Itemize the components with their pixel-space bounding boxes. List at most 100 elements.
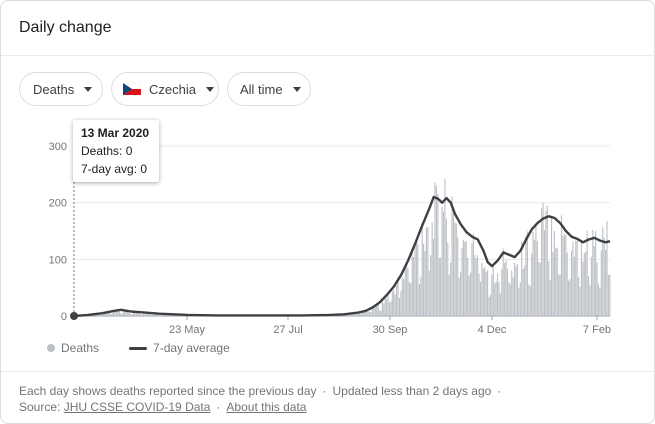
daily-deaths-bar [108,312,110,316]
daily-deaths-bar [377,303,379,316]
daily-deaths-bar [570,251,573,316]
daily-deaths-bar [457,237,459,316]
daily-deaths-bar [505,260,507,316]
daily-deaths-bar [521,241,523,316]
tooltip-date: 13 Mar 2020 [81,126,150,140]
daily-deaths-bar [498,282,500,316]
daily-deaths-bar [380,310,382,316]
daily-deaths-bar [134,312,136,316]
daily-deaths-bar [495,281,497,316]
daily-deaths-bar [398,297,401,316]
footer-divider [1,371,654,372]
country-dropdown[interactable]: Czechia [111,72,219,106]
daily-deaths-bar [506,269,509,316]
daily-deaths-bar [353,312,355,316]
daily-deaths-bar [361,311,364,316]
x-tick-label: 4 Dec [478,324,507,336]
daily-deaths-bar [397,276,399,316]
daily-deaths-bar [559,274,561,316]
daily-deaths-bar [514,262,516,316]
line-legend-label: 7-day average [153,341,230,355]
daily-deaths-bar [138,313,140,316]
caret-down-icon [84,86,93,92]
daily-deaths-bar [356,313,358,316]
daily-deaths-bar [609,274,611,316]
daily-deaths-bar [472,233,474,316]
daily-deaths-bar [566,252,568,316]
daily-deaths-bar [454,222,456,316]
daily-deaths-bar [364,311,366,316]
daily-deaths-bar [103,313,105,316]
daily-deaths-bar [374,304,376,316]
daily-deaths-bar [519,282,521,316]
metric-dropdown[interactable]: Deaths [19,72,103,106]
daily-deaths-bar [366,310,368,316]
header-divider [1,55,654,56]
daily-deaths-bar [121,313,123,316]
daily-deaths-bar [418,283,420,316]
daily-deaths-bar [438,257,440,316]
daily-deaths-bar [468,275,470,316]
daily-deaths-bar [589,285,591,316]
footer: Each day shows deaths reported since the… [19,384,502,414]
daily-deaths-bar [549,279,551,316]
daily-deaths-bar [155,313,157,316]
daily-deaths-bar [590,256,592,316]
daily-deaths-bar [558,274,560,316]
daily-deaths-bar [104,313,106,316]
daily-deaths-bar [585,251,587,316]
daily-deaths-chart[interactable]: 0 100 200 300 23 May 27 Jul 30 Sep 4 Dec 7 Feb [1,111,654,341]
daily-deaths-bar [582,261,584,316]
daily-deaths-bar [509,284,511,316]
daily-deaths-bar [445,218,447,316]
daily-deaths-bar [568,280,570,316]
daily-deaths-bar [381,297,383,316]
range-dropdown[interactable]: All time [227,72,311,106]
daily-deaths-bar [460,271,462,316]
daily-deaths-bar [423,243,425,316]
daily-deaths-bar [148,313,150,316]
daily-deaths-bar [152,313,155,316]
daily-deaths-bar [142,313,145,316]
daily-deaths-bar [467,257,469,316]
daily-deaths-bar [477,255,479,316]
daily-deaths-bar [363,312,365,316]
daily-deaths-bar [535,224,537,316]
daily-deaths-bar [164,314,166,316]
chart-legend: Deaths 7-day average [47,341,230,355]
daily-deaths-bar [404,268,406,316]
daily-deaths-bar [435,185,437,316]
daily-deaths-bar [533,240,536,316]
daily-deaths-bar [390,301,392,316]
daily-deaths-bar [551,218,553,316]
daily-deaths-bar [583,253,585,316]
daily-deaths-bar [415,238,418,316]
bars-legend-label: Deaths [61,341,100,355]
daily-deaths-bar [98,313,101,316]
daily-deaths-bar [496,273,499,316]
source-link[interactable]: JHU CSSE COVID-19 Data [63,400,211,414]
daily-deaths-bar [579,287,581,316]
daily-deaths-bar [494,283,496,316]
daily-deaths-bar [458,277,460,316]
y-tick-label: 300 [49,141,67,153]
about-data-link[interactable]: About this data [226,400,307,414]
daily-deaths-bar [541,208,543,316]
daily-deaths-bar [357,312,359,316]
daily-deaths-bar [413,256,415,316]
daily-deaths-bar [575,240,577,316]
hover-point [70,312,78,320]
y-tick-label: 0 [61,311,67,323]
daily-deaths-bar [370,312,372,316]
daily-deaths-bar [388,302,391,316]
daily-deaths-bar [593,246,595,316]
daily-deaths-bar [605,249,607,316]
daily-deaths-bar [522,268,524,316]
daily-deaths-bar [523,265,526,316]
daily-deaths-bar [425,227,428,316]
daily-deaths-bar [556,247,558,316]
czech-flag-icon [123,83,141,95]
daily-deaths-bar [351,313,354,316]
daily-deaths-bar [387,295,389,316]
